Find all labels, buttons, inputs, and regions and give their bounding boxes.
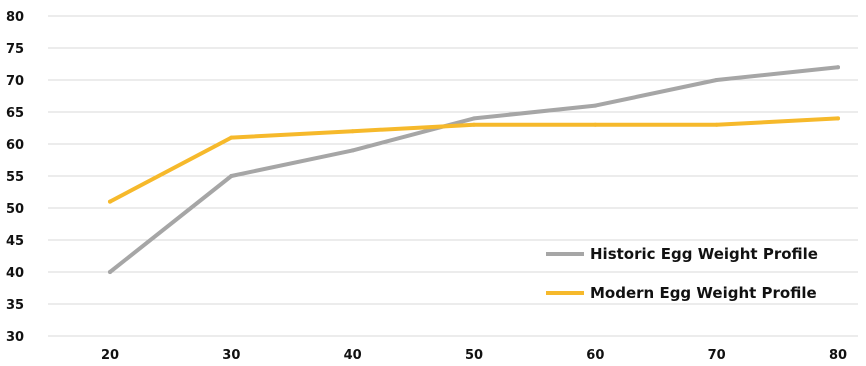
x-tick-label: 20	[101, 348, 119, 363]
data-point	[350, 129, 355, 134]
legend-label: Historic Egg Weight Profile	[590, 245, 818, 263]
data-point	[836, 65, 840, 70]
data-point	[472, 122, 476, 127]
legend-label: Modern Egg Weight Profile	[590, 284, 817, 302]
data-point	[229, 135, 234, 140]
y-tick-label: 80	[6, 10, 24, 25]
data-point	[108, 270, 112, 274]
data-point	[108, 199, 112, 204]
y-tick-label: 40	[6, 266, 24, 281]
data-point	[472, 116, 476, 121]
legend: Historic Egg Weight Profile Modern Egg We…	[546, 245, 818, 302]
data-point	[714, 78, 719, 82]
series-lines	[108, 65, 840, 274]
x-tick-label: 60	[586, 348, 604, 363]
data-point	[593, 103, 598, 108]
y-tick-label: 70	[6, 74, 24, 89]
y-tick-label: 45	[6, 234, 24, 249]
data-point	[714, 122, 719, 127]
y-tick-label: 35	[6, 298, 24, 313]
y-tick-label: 75	[6, 42, 24, 57]
x-tick-label: 80	[829, 348, 847, 363]
y-tick-label: 55	[6, 170, 24, 185]
data-point	[593, 122, 598, 127]
y-tick-label: 65	[6, 106, 24, 121]
x-tick-label: 50	[465, 348, 483, 363]
series-line-historic	[108, 65, 840, 274]
data-point	[350, 148, 355, 153]
x-tick-label: 70	[708, 348, 726, 363]
y-tick-label: 50	[6, 202, 24, 217]
series-line-modern	[108, 116, 840, 204]
x-tick-label: 30	[222, 348, 240, 363]
gridlines	[48, 15, 858, 337]
x-axis: 20 30 40 50 60 70 80	[101, 348, 847, 363]
data-point	[836, 116, 840, 121]
y-axis: 30 35 40 45 50 55 60 65 70 75 80	[6, 10, 24, 345]
data-point	[229, 174, 234, 178]
x-tick-label: 40	[344, 348, 362, 363]
y-tick-label: 30	[6, 330, 24, 345]
y-tick-label: 60	[6, 138, 24, 153]
